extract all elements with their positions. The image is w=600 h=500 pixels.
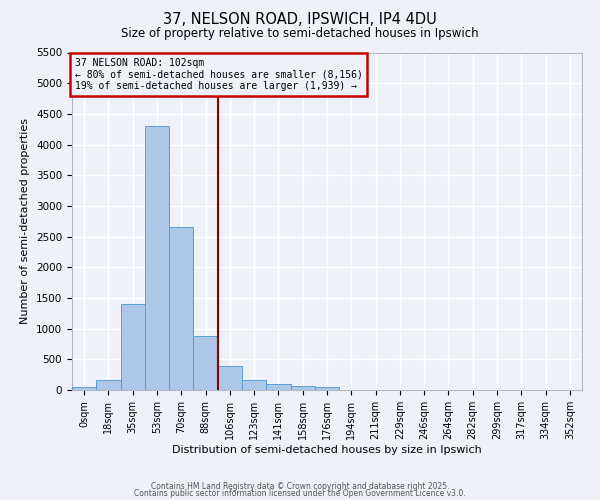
Text: 37, NELSON ROAD, IPSWICH, IP4 4DU: 37, NELSON ROAD, IPSWICH, IP4 4DU: [163, 12, 437, 28]
Text: Contains public sector information licensed under the Open Government Licence v3: Contains public sector information licen…: [134, 489, 466, 498]
X-axis label: Distribution of semi-detached houses by size in Ipswich: Distribution of semi-detached houses by …: [172, 444, 482, 454]
Bar: [145, 126, 169, 390]
Bar: [315, 387, 339, 390]
Bar: [121, 304, 145, 390]
Bar: [242, 380, 266, 390]
Text: 37 NELSON ROAD: 102sqm
← 80% of semi-detached houses are smaller (8,156)
19% of : 37 NELSON ROAD: 102sqm ← 80% of semi-det…: [74, 58, 362, 91]
Bar: [193, 336, 218, 390]
Y-axis label: Number of semi-detached properties: Number of semi-detached properties: [20, 118, 31, 324]
Bar: [218, 366, 242, 390]
Text: Size of property relative to semi-detached houses in Ipswich: Size of property relative to semi-detach…: [121, 28, 479, 40]
Text: Contains HM Land Registry data © Crown copyright and database right 2025.: Contains HM Land Registry data © Crown c…: [151, 482, 449, 491]
Bar: [72, 387, 96, 390]
Bar: [96, 380, 121, 390]
Bar: [169, 228, 193, 390]
Bar: [290, 386, 315, 390]
Bar: [266, 384, 290, 390]
